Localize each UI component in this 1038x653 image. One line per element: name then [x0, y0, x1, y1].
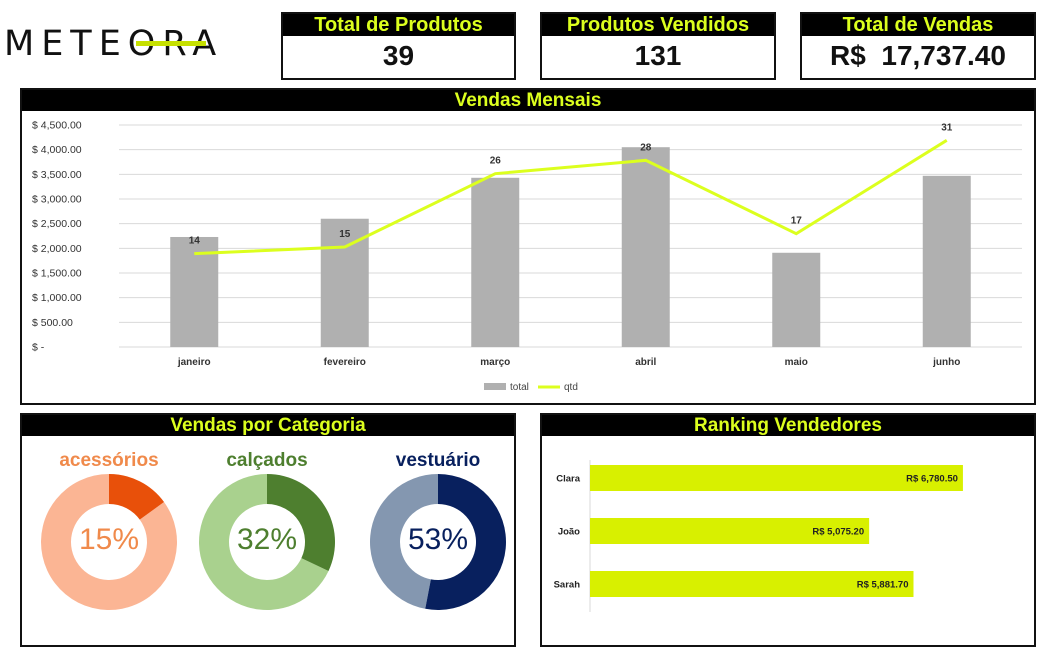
donut-percent-acessorios: 15%	[78, 523, 140, 556]
x-tick-label: janeiro	[177, 357, 211, 368]
ranking-value-label: R$ 5,075.20	[812, 527, 864, 538]
donut-rest-calcados	[198, 474, 329, 610]
ranking-chart: Clara R$ 6,780.50 João R$ 5,075.20 Sarah R$ 5…	[554, 460, 963, 612]
y-tick-label: $ -	[32, 342, 45, 354]
monthly-sales-chart: $ - $ 500.00 $ 1,000.00 $ 1,500.00 $ 2,000.0…	[32, 120, 1022, 393]
ranking-name: João	[558, 527, 580, 538]
ranking-bar-1	[590, 518, 870, 544]
qtd-data-label: 14	[189, 236, 201, 247]
donut-slice-acessorios	[109, 474, 165, 520]
ranking-value-label: R$ 5,881.70	[857, 580, 909, 591]
ranking-name: Sarah	[554, 580, 581, 591]
donut-percent-calcados: 32%	[236, 523, 298, 556]
legend-swatch-total	[484, 383, 506, 390]
y-tick-label: $ 3,000.00	[32, 194, 82, 206]
ranking-value-label: R$ 6,780.50	[906, 474, 958, 485]
donut-slice-calcados	[267, 474, 335, 571]
donut-title-acessorios: acessórios	[59, 450, 159, 471]
qtd-data-label: 31	[941, 122, 953, 133]
panel-title: Vendas por Categoria	[22, 415, 514, 436]
ranking-bar-2	[590, 571, 914, 597]
bar-total-março	[471, 177, 520, 347]
ranking-bar-0	[590, 465, 963, 491]
qtd-data-label: 26	[490, 156, 502, 167]
donut-slice-vestuario	[425, 474, 507, 610]
x-tick-label: abril	[635, 357, 656, 368]
bar-total-janeiro	[170, 236, 219, 347]
y-tick-label: $ 2,000.00	[32, 243, 82, 255]
kpi-total-produtos: Total de Produtos 39	[281, 12, 516, 80]
donut-rest-acessorios	[41, 474, 177, 610]
qtd-data-label: 17	[791, 216, 803, 227]
y-tick-label: $ 4,500.00	[32, 120, 82, 132]
logo-accent-bar	[136, 41, 206, 46]
line-qtd	[194, 139, 948, 256]
y-tick-label: $ 1,000.00	[32, 292, 82, 304]
donut-title-calcados: calçados	[226, 450, 308, 471]
kpi-value: R$ 17,737.40	[830, 40, 1006, 71]
kpi-produtos-vendidos: Produtos Vendidos 131	[540, 12, 776, 80]
x-tick-label: março	[480, 357, 510, 368]
kpi-value: 131	[634, 40, 682, 71]
meteora-logo: METEORA	[4, 24, 274, 64]
bar-total-abril	[621, 147, 670, 347]
x-tick-label: fevereiro	[324, 357, 366, 368]
y-tick-label: $ 1,500.00	[32, 268, 82, 280]
kpi-label: Total de Vendas	[802, 14, 1034, 36]
y-tick-label: $ 4,000.00	[32, 144, 82, 156]
monthly-sales-panel: Vendas Mensais $ - $ 500.00 $ 1,000.00 $ 1,…	[20, 88, 1036, 405]
x-tick-label: maio	[785, 357, 808, 368]
donut-title-vestuario: vestuário	[395, 450, 481, 471]
y-tick-label: $ 2,500.00	[32, 218, 82, 230]
donut-rest-vestuario	[370, 474, 438, 609]
donut-percent-vestuario: 53%	[407, 523, 469, 556]
category-panel: Vendas por Categoria acessórios 15% calçad…	[20, 413, 516, 647]
panel-title: Vendas Mensais	[22, 90, 1034, 111]
legend-label-total: total	[510, 382, 529, 393]
legend: total qtd	[484, 382, 578, 393]
kpi-label: Total de Produtos	[283, 14, 514, 36]
x-tick-label: junho	[932, 357, 960, 368]
y-tick-label: $ 3,500.00	[32, 169, 82, 181]
qtd-data-label: 28	[640, 142, 652, 153]
panel-title: Ranking Vendedores	[542, 415, 1034, 436]
category-donuts: acessórios 15% calçados 32% vestuário 53%	[22, 436, 514, 645]
bar-total-junho	[922, 175, 971, 347]
ranking-name: Clara	[556, 474, 580, 485]
ranking-panel: Ranking Vendedores Clara R$ 6,780.50 João R…	[540, 413, 1036, 647]
kpi-value: 39	[382, 40, 415, 71]
y-tick-label: $ 500.00	[32, 317, 73, 329]
kpi-label: Produtos Vendidos	[542, 14, 774, 36]
kpi-total-vendas: Total de Vendas R$ 17,737.40	[800, 12, 1036, 80]
legend-label-qtd: qtd	[564, 382, 578, 393]
bar-total-maio	[772, 252, 821, 347]
qtd-data-label: 15	[339, 229, 351, 240]
